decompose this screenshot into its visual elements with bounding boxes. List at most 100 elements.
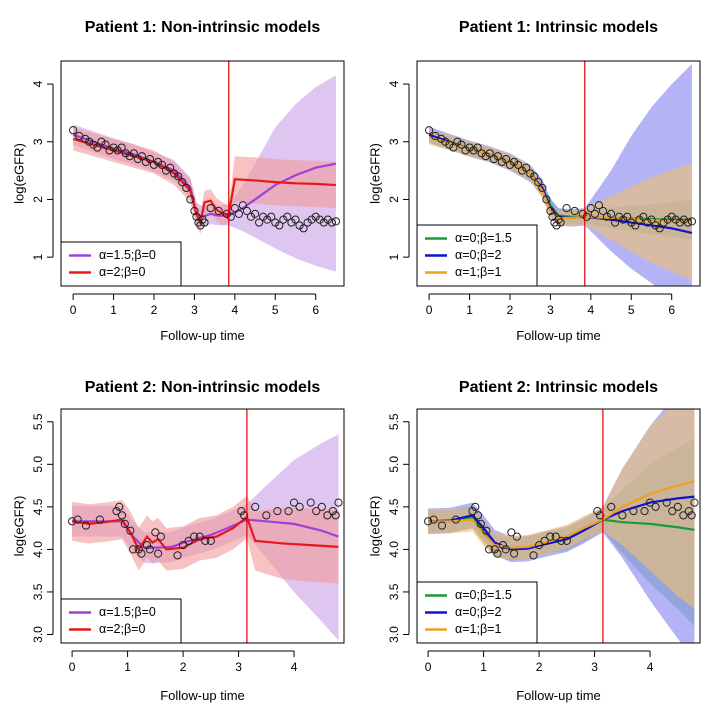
observed-point (306, 498, 315, 507)
observed-point (331, 217, 341, 226)
y-tick-label: 3 (387, 138, 401, 145)
observed-point (493, 549, 502, 558)
observed-point (639, 212, 648, 221)
observed-point (166, 163, 175, 172)
observed-point (453, 137, 462, 146)
observed-point (570, 206, 579, 216)
observed-point (513, 160, 523, 169)
observed-point (522, 163, 531, 172)
observed-point (476, 519, 485, 528)
observed-point (590, 209, 599, 218)
observed-point (101, 140, 110, 149)
observed-point (156, 532, 165, 541)
observed-point (200, 218, 209, 227)
observed-point (687, 217, 697, 226)
x-tick-label: 4 (231, 303, 238, 317)
observed-point (182, 183, 191, 193)
observed-point (178, 541, 188, 550)
observed-point (137, 549, 146, 558)
confidence-band-3 (429, 129, 692, 281)
x-tick-label: 4 (647, 660, 654, 674)
observed-point (289, 498, 299, 507)
chart-title: Patient 2: Intrinsic models (459, 379, 658, 396)
observed-point (647, 215, 656, 224)
observed-point (145, 545, 154, 554)
observed-point (319, 218, 328, 227)
observed-point (295, 221, 304, 230)
observed-point (586, 204, 595, 213)
confidence-band-1 (73, 75, 336, 272)
x-tick-label: 2 (507, 303, 514, 317)
observed-point (115, 502, 124, 511)
observed-point (85, 137, 94, 146)
panel-2: Patient 1: Intrinsic models 0 1 2 3 4 5 6 Follow… (367, 19, 701, 343)
observed-point (105, 146, 114, 155)
observed-point (643, 218, 652, 227)
observed-point (582, 212, 591, 221)
observed-point (117, 511, 127, 520)
observed-point (509, 157, 519, 167)
x-tick-label: 0 (69, 660, 76, 674)
observed-point (283, 212, 292, 221)
observed-point (129, 545, 138, 554)
plot-area (423, 409, 699, 643)
y-tick-label: 2 (31, 196, 45, 203)
observed-point (295, 502, 304, 511)
observed-point (490, 545, 499, 554)
plot-frame (416, 60, 701, 287)
observed-point (507, 528, 516, 537)
observed-point (151, 528, 160, 537)
observed-point (255, 218, 264, 227)
panel-4: Patient 2: Intrinsic models 0 1 2 3 4 Follow-u… (367, 379, 701, 703)
observed-point (315, 215, 324, 224)
observed-point (449, 143, 458, 152)
observed-point (635, 215, 644, 224)
y-axis-label: log(eGFR) (367, 496, 382, 557)
observed-point (451, 515, 460, 524)
observed-point (173, 551, 182, 560)
observed-point (437, 521, 447, 530)
observed-point (230, 204, 239, 213)
legend-label: α=0;β=2 (455, 248, 501, 262)
observed-point (259, 212, 268, 221)
observed-point (195, 532, 204, 541)
observed-point (190, 206, 199, 216)
legend-label: α=0;β=1.5 (455, 231, 512, 245)
observed-point (275, 221, 284, 230)
observed-point (89, 140, 98, 149)
x-tick-label: 0 (70, 303, 77, 317)
observed-point (687, 511, 696, 520)
y-tick-label: 4.5 (387, 498, 401, 515)
y-axis-label: log(eGFR) (11, 496, 26, 557)
observed-point (684, 507, 694, 516)
observed-point (529, 551, 538, 560)
observed-point (557, 536, 566, 545)
observed-point (262, 511, 271, 520)
observed-point (668, 507, 677, 516)
observed-point (170, 169, 179, 178)
observed-point (423, 517, 433, 526)
observed-point (73, 515, 82, 524)
observed-point (606, 209, 616, 218)
legend-label: α=2;β=0 (99, 622, 145, 636)
observed-point (651, 221, 660, 230)
plot-frame (416, 408, 701, 644)
observed-point (201, 536, 210, 545)
observed-point (546, 532, 555, 541)
observed-point (238, 201, 248, 210)
x-tick-label: 6 (312, 303, 319, 317)
x-tick-label: 4 (291, 660, 298, 674)
observed-point (267, 212, 276, 221)
y-tick-label: 3 (31, 138, 45, 145)
y-tick-label: 4.0 (31, 541, 45, 558)
x-tick-label: 5 (628, 303, 635, 317)
observed-point (303, 218, 312, 227)
y-tick-label: 5.0 (31, 456, 45, 473)
x-tick-label: 3 (191, 303, 198, 317)
observed-point (67, 517, 77, 526)
observed-point (242, 206, 252, 216)
observed-point (214, 206, 223, 216)
observed-point (465, 143, 474, 152)
observed-point (497, 157, 506, 167)
plot-area (69, 75, 341, 272)
